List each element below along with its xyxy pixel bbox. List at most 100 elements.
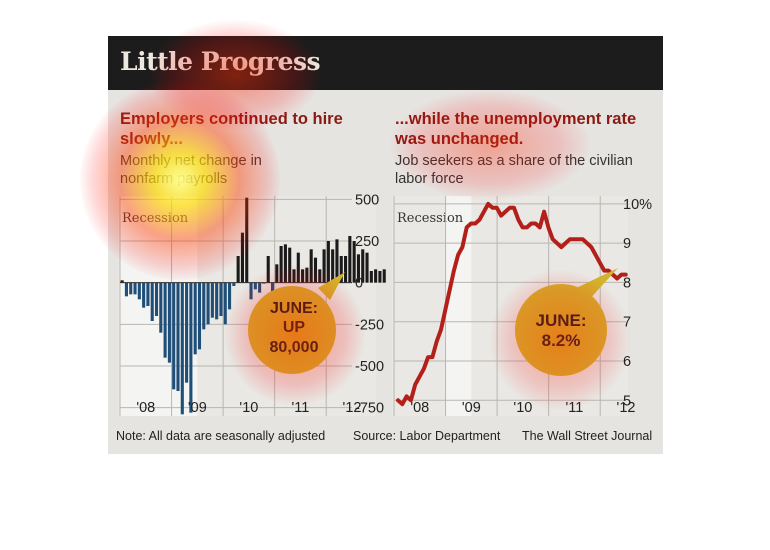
- payroll-bar: [348, 236, 352, 283]
- payroll-bar: [193, 282, 197, 355]
- payroll-bar: [124, 282, 128, 297]
- left-recession-label: Recession: [122, 211, 189, 226]
- payroll-bar: [279, 246, 283, 283]
- payroll-bar: [240, 232, 244, 283]
- payroll-bar: [309, 249, 313, 283]
- payroll-bar: [185, 282, 189, 383]
- right-x-tick-label: '10: [513, 400, 532, 416]
- payroll-bar: [249, 282, 253, 300]
- left-x-tick-label: '12: [343, 400, 362, 416]
- right-y-tick-label: 10%: [623, 197, 652, 213]
- payroll-bar: [133, 282, 137, 295]
- unemployment-rate-line: [396, 201, 628, 407]
- payroll-bar: [369, 271, 373, 283]
- left-x-tick-label: '08: [136, 400, 155, 416]
- payroll-bar: [223, 282, 227, 325]
- payroll-bar: [258, 282, 262, 293]
- payroll-bar: [326, 241, 330, 283]
- payroll-bar: [176, 282, 180, 391]
- payroll-bar: [197, 282, 202, 350]
- right-headline-1: ...while the unemployment rate: [395, 110, 637, 128]
- payroll-bar: [159, 282, 163, 333]
- left-y-tick-label: -500: [355, 359, 384, 375]
- payroll-bar: [253, 282, 257, 290]
- payrolls-bar-chart: Recession 500 250 0 -250 -500 -750 '08 '09 '10 '…: [118, 192, 386, 417]
- right-subtitle-1: Job seekers as a share of the civilian: [395, 153, 633, 169]
- payroll-bar: [120, 280, 124, 283]
- left-callout-line3: 80,000: [270, 339, 319, 356]
- right-y-tick-label: 8: [623, 275, 631, 291]
- payroll-bar: [232, 282, 236, 286]
- unemployment-line-chart: Recession 10% 9 8 7 6 5 '08 '09 '10 '11 '12 JUNE:…: [392, 196, 652, 416]
- footer-source: Source: Labor Department: [353, 429, 501, 443]
- footer-credit: The Wall Street Journal: [522, 429, 653, 443]
- left-x-tick-label: '09: [188, 400, 207, 416]
- left-y-tick-label: 500: [355, 192, 379, 208]
- payroll-bar: [129, 282, 133, 295]
- right-x-tick-label: '12: [617, 400, 636, 416]
- payroll-bar: [137, 282, 141, 300]
- right-callout: JUNE: 8.2%: [515, 268, 618, 376]
- right-y-tick-label: 9: [623, 236, 631, 252]
- payroll-bar: [288, 247, 292, 283]
- right-y-tick-label: 7: [623, 315, 631, 331]
- payroll-bar: [356, 254, 360, 283]
- payroll-bar: [283, 244, 287, 283]
- payroll-bar: [189, 282, 193, 413]
- payroll-bar: [378, 271, 382, 283]
- right-headline-2: was unchanged.: [395, 130, 524, 148]
- right-x-tick-label: '09: [462, 400, 481, 416]
- right-subtitle-2: labor force: [395, 171, 464, 187]
- left-callout-pointer: [318, 272, 345, 300]
- payroll-bar: [236, 256, 240, 283]
- right-callout-line1: JUNE:: [535, 311, 586, 330]
- right-callout-bubble: [515, 284, 607, 376]
- payroll-bar: [365, 252, 369, 283]
- left-callout: JUNE: UP 80,000: [248, 272, 345, 374]
- payroll-bar: [219, 282, 223, 316]
- payroll-bar: [313, 257, 318, 283]
- right-recession-label: Recession: [397, 211, 464, 226]
- payroll-bar: [331, 249, 335, 283]
- right-callout-line2: 8.2%: [542, 331, 581, 350]
- graphic-title: Little Progress: [120, 47, 321, 76]
- payroll-bar: [167, 282, 171, 363]
- payroll-bar: [374, 269, 378, 283]
- payroll-bar: [335, 239, 339, 283]
- payroll-bar: [215, 282, 219, 320]
- left-x-tick-label: '10: [239, 400, 258, 416]
- payroll-bar: [202, 282, 206, 330]
- payroll-bar: [361, 249, 365, 283]
- footer-note: Note: All data are seasonally adjusted: [116, 429, 326, 443]
- payroll-bar: [382, 269, 386, 283]
- payroll-bar: [180, 282, 184, 415]
- left-callout-bubble: [248, 286, 336, 374]
- payroll-bar: [210, 282, 214, 318]
- left-x-tick-label: '11: [292, 400, 310, 416]
- right-y-tick-label: 5: [623, 393, 631, 409]
- left-y-tick-label: -750: [355, 401, 384, 417]
- payroll-bar: [318, 269, 322, 283]
- payroll-bar: [352, 241, 356, 283]
- payroll-bar: [142, 282, 146, 308]
- left-y-tick-label: -250: [355, 317, 384, 333]
- payroll-bar: [339, 256, 343, 283]
- payroll-bar: [206, 282, 210, 325]
- payroll-bar: [296, 252, 300, 283]
- payroll-bar: [344, 256, 348, 283]
- right-x-tick-label: '08: [410, 400, 429, 416]
- left-callout-line1: JUNE:: [270, 300, 318, 317]
- payroll-bar: [292, 269, 296, 283]
- payroll-bar: [305, 267, 309, 283]
- left-y-tick-label: 250: [355, 234, 379, 250]
- payroll-bar: [322, 249, 326, 283]
- payroll-bar: [154, 282, 159, 316]
- payroll-bar: [245, 197, 249, 283]
- left-callout-line2: UP: [283, 319, 306, 336]
- payroll-bar: [275, 264, 279, 283]
- right-y-tick-label: 6: [623, 354, 631, 370]
- payroll-bar: [301, 269, 305, 283]
- right-x-tick-label: '11: [566, 400, 584, 416]
- left-y-tick-label: 0: [355, 276, 363, 292]
